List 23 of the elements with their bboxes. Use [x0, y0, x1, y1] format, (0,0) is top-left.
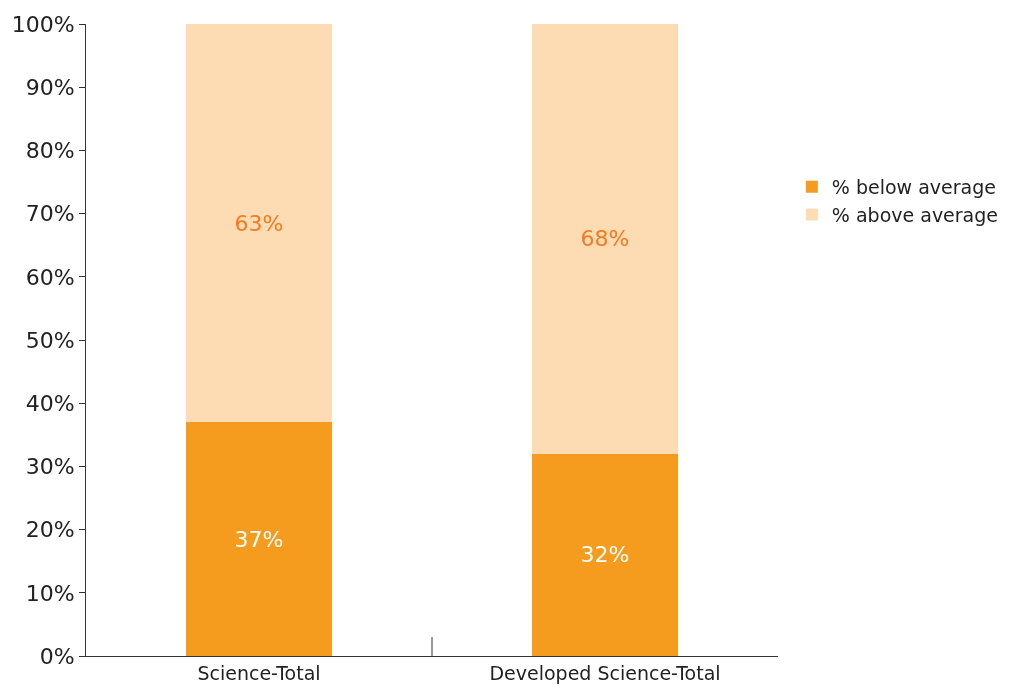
y-tick-label: 80%	[25, 138, 75, 164]
y-tick-label: 30%	[25, 454, 75, 480]
y-tick-label: 100%	[11, 11, 75, 37]
y-tick-label: 10%	[25, 580, 75, 606]
bar	[186, 422, 332, 656]
y-tick-label: 60%	[25, 264, 75, 290]
data-label: 63%	[234, 210, 284, 236]
legend-label: % below average	[831, 176, 996, 199]
data-label: 68%	[580, 226, 630, 252]
data-label: 37%	[234, 526, 284, 552]
y-tick-label: 40%	[25, 390, 75, 416]
x-tick-label: Developed Science-Total	[489, 661, 721, 684]
data-label: 32%	[580, 542, 630, 568]
bar	[186, 24, 332, 423]
legend-label: % above average	[831, 203, 999, 226]
y-tick-label: 90%	[25, 74, 75, 100]
bar	[532, 453, 678, 656]
x-tick-label: Science-Total	[197, 661, 321, 684]
y-tick-label: 50%	[25, 327, 75, 353]
y-tick-label: 70%	[25, 201, 75, 227]
y-tick-label: 0%	[39, 643, 75, 669]
bar	[532, 24, 678, 454]
y-tick-label: 20%	[25, 517, 75, 543]
